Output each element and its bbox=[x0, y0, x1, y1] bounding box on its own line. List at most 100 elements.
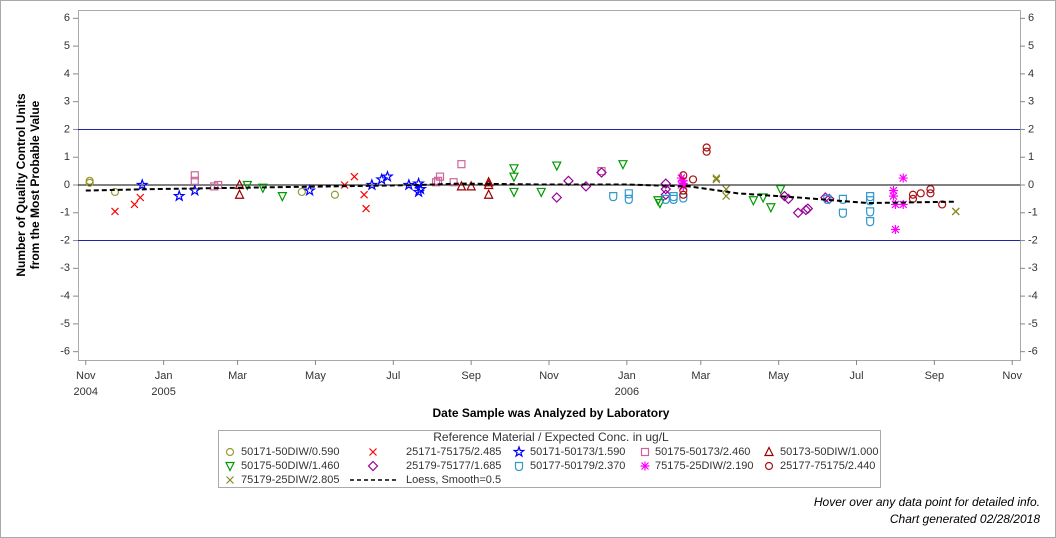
data-point[interactable] bbox=[551, 161, 562, 172]
data-point[interactable] bbox=[609, 192, 618, 202]
data-point[interactable] bbox=[624, 194, 633, 204]
data-point[interactable] bbox=[508, 164, 519, 175]
data-point[interactable] bbox=[449, 178, 458, 187]
y-tick-label: -1 bbox=[60, 207, 70, 219]
data-point[interactable] bbox=[110, 187, 120, 197]
data-point[interactable] bbox=[435, 172, 445, 181]
data-point[interactable] bbox=[661, 194, 670, 204]
data-point[interactable] bbox=[679, 193, 688, 203]
data-point[interactable] bbox=[136, 193, 145, 202]
data-point[interactable] bbox=[380, 169, 394, 183]
data-point[interactable] bbox=[135, 178, 149, 191]
data-point[interactable] bbox=[660, 178, 672, 189]
data-point[interactable] bbox=[350, 172, 359, 181]
data-point[interactable] bbox=[85, 178, 94, 187]
data-point[interactable] bbox=[712, 175, 721, 184]
legend-marker bbox=[367, 460, 379, 472]
data-point[interactable] bbox=[242, 180, 253, 191]
data-point[interactable] bbox=[234, 188, 245, 199]
data-point[interactable] bbox=[702, 147, 711, 156]
data-point[interactable] bbox=[456, 180, 467, 191]
data-point[interactable] bbox=[951, 207, 960, 216]
y-tick-label: 0 bbox=[64, 179, 70, 191]
data-point[interactable] bbox=[412, 185, 426, 198]
data-point[interactable] bbox=[898, 173, 908, 183]
legend-label: 25179-75177/1.685 bbox=[406, 460, 501, 472]
data-point[interactable] bbox=[679, 186, 688, 195]
legend-marker bbox=[225, 461, 235, 472]
data-point[interactable] bbox=[362, 204, 370, 213]
data-point[interactable] bbox=[888, 191, 898, 201]
data-point[interactable] bbox=[890, 224, 900, 234]
data-point[interactable] bbox=[483, 188, 494, 199]
data-point[interactable] bbox=[457, 160, 466, 169]
data-point[interactable] bbox=[748, 196, 759, 207]
data-point[interactable] bbox=[303, 183, 317, 197]
data-point[interactable] bbox=[890, 199, 900, 209]
data-point[interactable] bbox=[866, 207, 875, 217]
data-point[interactable] bbox=[866, 217, 875, 227]
data-point[interactable] bbox=[508, 187, 519, 198]
data-point[interactable] bbox=[130, 200, 139, 209]
data-point[interactable] bbox=[654, 198, 665, 209]
data-point[interactable] bbox=[916, 189, 925, 198]
y2-tick-label: -5 bbox=[1028, 318, 1038, 330]
data-point[interactable] bbox=[679, 171, 688, 180]
data-point[interactable] bbox=[660, 183, 672, 195]
data-point[interactable] bbox=[722, 192, 731, 201]
data-point[interactable] bbox=[172, 189, 186, 202]
legend-label: 50175-50DIW/1.460 bbox=[241, 460, 339, 472]
data-point[interactable] bbox=[758, 193, 769, 204]
data-point[interactable] bbox=[866, 196, 875, 206]
legend-marker bbox=[514, 461, 524, 472]
x-tick-label: Jan 2005 bbox=[151, 370, 175, 398]
data-point[interactable] bbox=[536, 187, 547, 198]
x-tick-label: May bbox=[768, 370, 789, 382]
y-tick-label: -4 bbox=[60, 290, 70, 302]
data-point[interactable] bbox=[360, 190, 369, 199]
data-point[interactable] bbox=[551, 192, 563, 203]
data-point[interactable] bbox=[669, 194, 678, 204]
data-point[interactable] bbox=[676, 180, 686, 190]
data-point[interactable] bbox=[660, 189, 672, 201]
data-point[interactable] bbox=[908, 190, 918, 199]
data-point[interactable] bbox=[802, 203, 814, 214]
data-point[interactable] bbox=[926, 185, 935, 194]
y2-tick-label: -3 bbox=[1028, 262, 1038, 274]
data-point[interactable] bbox=[330, 190, 340, 199]
data-point[interactable] bbox=[402, 178, 416, 191]
data-point[interactable] bbox=[340, 181, 349, 189]
data-point[interactable] bbox=[765, 203, 776, 214]
x-tick-label: Nov bbox=[1002, 370, 1022, 382]
data-point[interactable] bbox=[712, 174, 721, 182]
data-point[interactable] bbox=[688, 175, 698, 184]
data-point[interactable] bbox=[888, 186, 898, 196]
data-point[interactable] bbox=[617, 160, 628, 171]
data-point[interactable] bbox=[365, 178, 379, 191]
data-point[interactable] bbox=[190, 171, 199, 180]
data-point[interactable] bbox=[898, 199, 908, 209]
data-point[interactable] bbox=[596, 167, 607, 178]
data-point[interactable] bbox=[508, 172, 519, 183]
data-point[interactable] bbox=[277, 192, 288, 202]
legend-marker bbox=[764, 446, 774, 457]
data-point[interactable] bbox=[775, 185, 786, 196]
data-point[interactable] bbox=[111, 207, 119, 216]
y2-tick-label: 6 bbox=[1028, 12, 1034, 24]
data-point[interactable] bbox=[678, 176, 688, 186]
y2-tick-label: -6 bbox=[1028, 346, 1038, 358]
y2-tick-label: 2 bbox=[1028, 123, 1034, 135]
data-point[interactable] bbox=[466, 180, 477, 191]
x-tick-label: Mar bbox=[691, 370, 710, 382]
data-point[interactable] bbox=[838, 208, 847, 218]
data-point[interactable] bbox=[702, 143, 711, 152]
data-point[interactable] bbox=[792, 207, 804, 219]
y-tick-label: 6 bbox=[64, 12, 70, 24]
data-point[interactable] bbox=[926, 189, 935, 198]
data-point[interactable] bbox=[483, 176, 494, 187]
data-point[interactable] bbox=[190, 176, 199, 185]
data-point[interactable] bbox=[679, 190, 688, 199]
data-point[interactable] bbox=[414, 182, 428, 195]
data-point[interactable] bbox=[297, 187, 306, 197]
y2-tick-label: 4 bbox=[1028, 68, 1034, 80]
